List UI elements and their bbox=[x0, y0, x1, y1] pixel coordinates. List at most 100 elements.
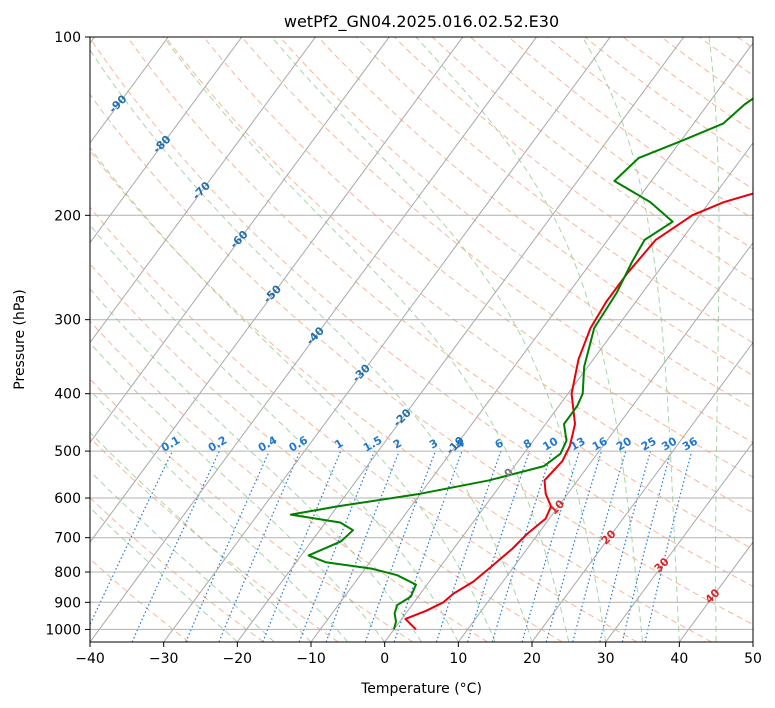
mixing-ratio-line bbox=[521, 450, 581, 642]
y-tick-label: 100 bbox=[54, 30, 81, 46]
dry-adiabat bbox=[90, 320, 488, 642]
y-tick-label: 400 bbox=[54, 387, 81, 403]
dry-adiabat bbox=[90, 206, 638, 642]
dry-adiabat bbox=[90, 437, 339, 642]
dry-adiabat bbox=[203, 37, 753, 478]
isotherm-line bbox=[457, 241, 753, 642]
moist-adiabat bbox=[90, 389, 349, 642]
isotherm-line bbox=[310, 42, 753, 642]
isotherm-line bbox=[90, 37, 316, 344]
isotherm-label: -60 bbox=[227, 228, 250, 251]
moist-adiabat bbox=[90, 146, 496, 642]
mixing-ratio-line bbox=[435, 450, 502, 642]
mixing-ratio-label: 6 bbox=[493, 436, 506, 451]
dry-adiabat bbox=[355, 37, 753, 344]
dry-adiabat bbox=[470, 37, 753, 250]
x-tick-label: −10 bbox=[296, 651, 326, 667]
isotherm-label: -20 bbox=[391, 406, 414, 429]
isotherm-label: -50 bbox=[261, 282, 284, 305]
isotherm-line bbox=[678, 541, 753, 642]
mixing-ratio-line bbox=[298, 450, 375, 642]
mixing-ratio-line bbox=[466, 450, 530, 642]
y-tick-label: 600 bbox=[54, 491, 81, 507]
dry-adiabat bbox=[241, 37, 753, 444]
mixing-ratio-label: 8 bbox=[521, 437, 534, 452]
mixing-ratio-line bbox=[185, 450, 270, 642]
dry-adiabat bbox=[393, 37, 753, 312]
dry-adiabat bbox=[432, 37, 753, 281]
mixing-ratio-label: 3 bbox=[427, 437, 440, 452]
mixing-ratio-label: 2 bbox=[391, 437, 404, 452]
dry-adiabat bbox=[737, 37, 753, 49]
moist-adiabat bbox=[90, 342, 386, 642]
mixing-ratio-line bbox=[545, 450, 603, 642]
x-axis-title: Temperature (°C) bbox=[360, 681, 482, 697]
dry-adiabat bbox=[90, 37, 753, 587]
x-tick-label: −20 bbox=[223, 651, 253, 667]
dry-adiabat bbox=[90, 263, 563, 642]
x-tick-label: 10 bbox=[449, 651, 467, 667]
dry-adiabat bbox=[90, 497, 264, 642]
x-tick-label: −30 bbox=[149, 651, 179, 667]
isotherm-line bbox=[163, 37, 611, 642]
mixing-ratio-line bbox=[393, 450, 463, 642]
dry-adiabat bbox=[165, 37, 753, 514]
chart-title: wetPf2_GN04.2025.016.02.52.E30 bbox=[284, 12, 559, 32]
dry-adiabat bbox=[90, 149, 712, 642]
isotherm-line bbox=[90, 37, 390, 444]
y-tick-label: 700 bbox=[54, 531, 81, 547]
moist-adiabat bbox=[163, 37, 570, 642]
isotherm-line bbox=[236, 37, 685, 642]
moist-adiabat bbox=[708, 37, 720, 642]
y-tick-label: 300 bbox=[54, 313, 81, 329]
moist-adiabat bbox=[415, 37, 643, 642]
y-tick-label: 1000 bbox=[45, 622, 81, 638]
y-tick-label: 800 bbox=[54, 565, 81, 581]
moist-adiabat bbox=[90, 506, 238, 642]
dry-adiabat bbox=[584, 37, 753, 161]
isotherm-line bbox=[752, 641, 753, 642]
moist-adiabat bbox=[90, 49, 533, 642]
isotherm-label: -70 bbox=[190, 179, 213, 202]
isotherm-line bbox=[90, 37, 169, 144]
isotherm-line bbox=[90, 37, 243, 244]
isotherm-line bbox=[90, 37, 537, 642]
mixing-ratio-line bbox=[262, 450, 342, 642]
isotherm-line bbox=[605, 441, 753, 642]
isotherm-label: -90 bbox=[106, 92, 129, 115]
x-tick-label: 40 bbox=[670, 651, 688, 667]
y-tick-label: 500 bbox=[54, 444, 81, 460]
isotherm-label: 20 bbox=[599, 527, 619, 547]
moist-adiabat bbox=[582, 37, 680, 642]
mixing-ratio-line bbox=[599, 450, 652, 642]
dry-adiabat bbox=[622, 37, 753, 132]
dry-adiabat bbox=[90, 378, 414, 642]
isotherm-line bbox=[90, 37, 464, 543]
plot-frame bbox=[89, 36, 754, 643]
x-tick-label: −40 bbox=[75, 651, 105, 667]
isotherm-label: -80 bbox=[150, 132, 173, 155]
mixing-ratio-line bbox=[491, 450, 553, 642]
isotherm-line bbox=[384, 142, 753, 642]
dry-adiabat bbox=[508, 37, 753, 220]
isotherm-label: -100 bbox=[57, 53, 86, 82]
mixing-ratio-line bbox=[325, 450, 400, 642]
mixing-ratio-line bbox=[364, 450, 436, 642]
x-tick-label: 50 bbox=[744, 651, 762, 667]
isotherm-label: 40 bbox=[703, 586, 723, 606]
dry-adiabat bbox=[279, 37, 753, 410]
y-tick-label: 900 bbox=[54, 595, 81, 611]
x-tick-label: 0 bbox=[380, 651, 389, 667]
moist-adiabat bbox=[90, 224, 459, 642]
dewpoint-profile-line bbox=[289, 97, 753, 630]
moist-adiabat bbox=[90, 470, 275, 642]
mixing-ratio-line bbox=[572, 450, 627, 642]
x-tick-label: 20 bbox=[523, 651, 541, 667]
moist-adiabat bbox=[271, 37, 607, 642]
x-tick-label: 30 bbox=[597, 651, 615, 667]
dry-adiabat bbox=[546, 37, 753, 190]
isotherm-line bbox=[531, 341, 753, 642]
mixing-ratio-line bbox=[218, 450, 301, 642]
mixing-ratio-line bbox=[90, 450, 173, 626]
